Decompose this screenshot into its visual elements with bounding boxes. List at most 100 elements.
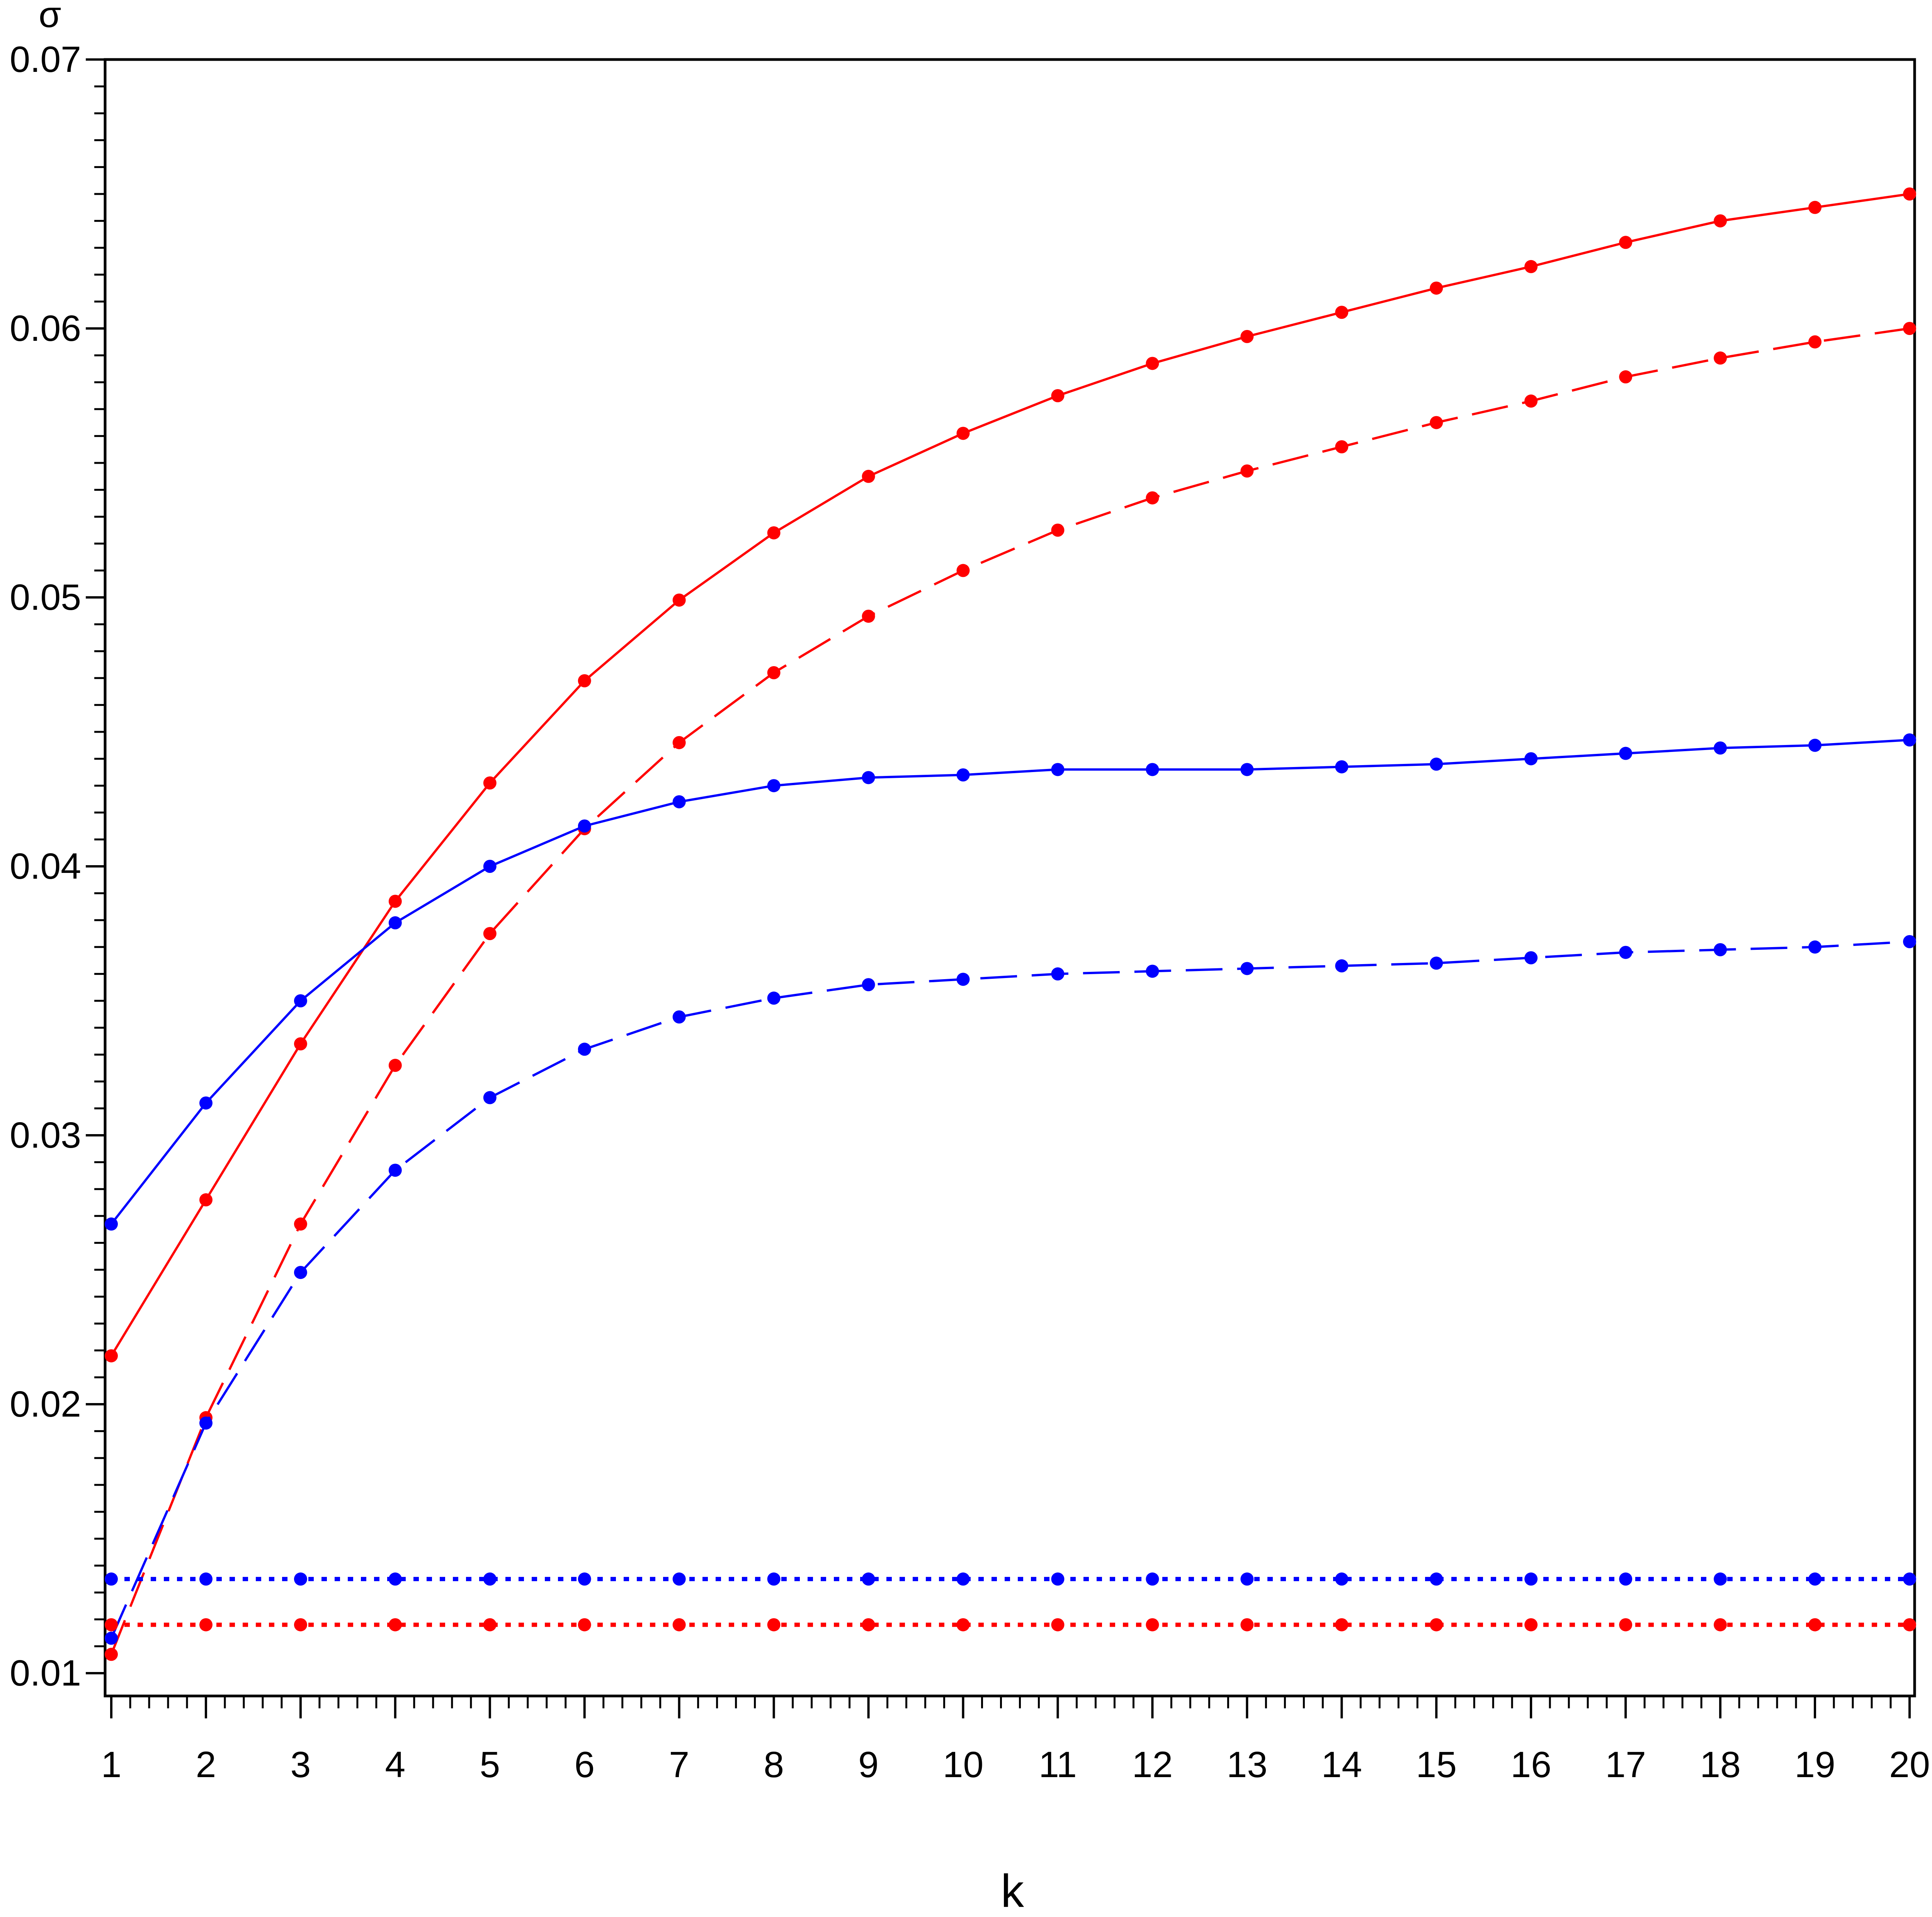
series-point [1335,959,1349,973]
y-tick-label: 0.03 [10,1115,81,1156]
y-tick-label: 0.02 [10,1384,81,1425]
series-point [1524,951,1538,964]
x-axis: 1 2 3 4 5 6 7 8 9 10 11 12 13 14 15 16 17 18 19 20 [101,1696,1930,1785]
series-point [105,1618,118,1631]
y-axis-label: σ [39,0,61,35]
series-point [1240,1572,1254,1586]
series-point [1714,943,1727,956]
series-point [1524,1618,1538,1631]
series-point [1335,1618,1349,1631]
series-point [956,768,970,782]
series-point [1146,1572,1159,1586]
series-point [1903,935,1916,948]
series-point [1903,733,1916,747]
series-point [1808,201,1822,214]
series-point [1240,763,1254,776]
series-point [1619,946,1633,959]
series-point [199,1416,213,1430]
series-point [1524,752,1538,765]
series-point [388,1163,402,1177]
series-point [1335,760,1349,774]
series-point [1146,964,1159,978]
x-tick-label: 9 [858,1744,879,1785]
y-tick-label: 0.06 [10,308,81,349]
x-tick-label: 1 [101,1744,122,1785]
series-point [767,1618,781,1631]
x-tick-label: 10 [943,1744,984,1785]
series-point [1430,1618,1443,1631]
x-axis-label: k [1001,1865,1024,1917]
series-point [1240,962,1254,975]
series-point [388,916,402,930]
series-point [956,1572,970,1586]
plot-frame [104,58,1916,1698]
series-point [388,1618,402,1631]
x-tick-label: 16 [1510,1744,1551,1785]
x-tick-label: 18 [1700,1744,1741,1785]
series-point [1714,741,1727,755]
series-point [294,1266,307,1279]
series-point [294,1572,307,1586]
series-point [199,1193,213,1207]
x-tick-label: 11 [1039,1744,1077,1785]
series-point [767,666,781,679]
series-point [1903,1572,1916,1586]
series-point [862,1618,875,1631]
series-point [1430,757,1443,771]
series-point [1714,1618,1727,1631]
series-point [1808,738,1822,752]
series-point [294,1037,307,1051]
series-point [1240,1618,1254,1631]
series-point [1808,1618,1822,1631]
series-line-dashed [110,327,1910,1655]
series-point [1619,747,1633,760]
series-point [105,1349,118,1362]
series-point [105,1217,118,1231]
series-point [672,1572,686,1586]
series-point [1619,370,1633,384]
series-point [1240,330,1254,343]
series-point [1051,763,1065,776]
series-point [1903,1618,1916,1631]
series-point [1240,464,1254,478]
x-tick-label: 6 [574,1744,595,1785]
series-point [862,609,875,623]
series-point [862,1572,875,1586]
series-point [1146,763,1159,776]
series-point [1524,1572,1538,1586]
series-point [294,1217,307,1231]
series-point [672,795,686,808]
series-line-solid [110,738,1910,1225]
x-tick-label: 5 [480,1744,500,1785]
series-point [862,978,875,992]
y-axis: 0.01 0.02 0.03 0.04 0.05 0.06 0.07 [10,39,105,1694]
x-tick-label: 13 [1227,1744,1268,1785]
series-point [1335,306,1349,319]
series-point [199,1572,213,1586]
series-point [862,771,875,784]
series-point [105,1572,118,1586]
series-point [388,1572,402,1586]
series-point [956,564,970,577]
x-tick-label: 15 [1416,1744,1457,1785]
series-point [767,992,781,1005]
series-point [672,736,686,749]
series-point [483,927,497,940]
series-point [1051,524,1065,537]
x-tick-label: 17 [1605,1744,1646,1785]
series-point [1808,335,1822,349]
series-point [199,1096,213,1110]
series-point [956,427,970,440]
x-tick-label: 14 [1321,1744,1362,1785]
series-point [1051,1618,1065,1631]
series-point [1808,1572,1822,1586]
series-point [1430,416,1443,429]
series-point [578,1618,591,1631]
series-point [1335,1572,1349,1586]
series-point [199,1618,213,1631]
series-point [1146,491,1159,505]
x-tick-label: 12 [1132,1744,1173,1785]
series-point [388,895,402,908]
